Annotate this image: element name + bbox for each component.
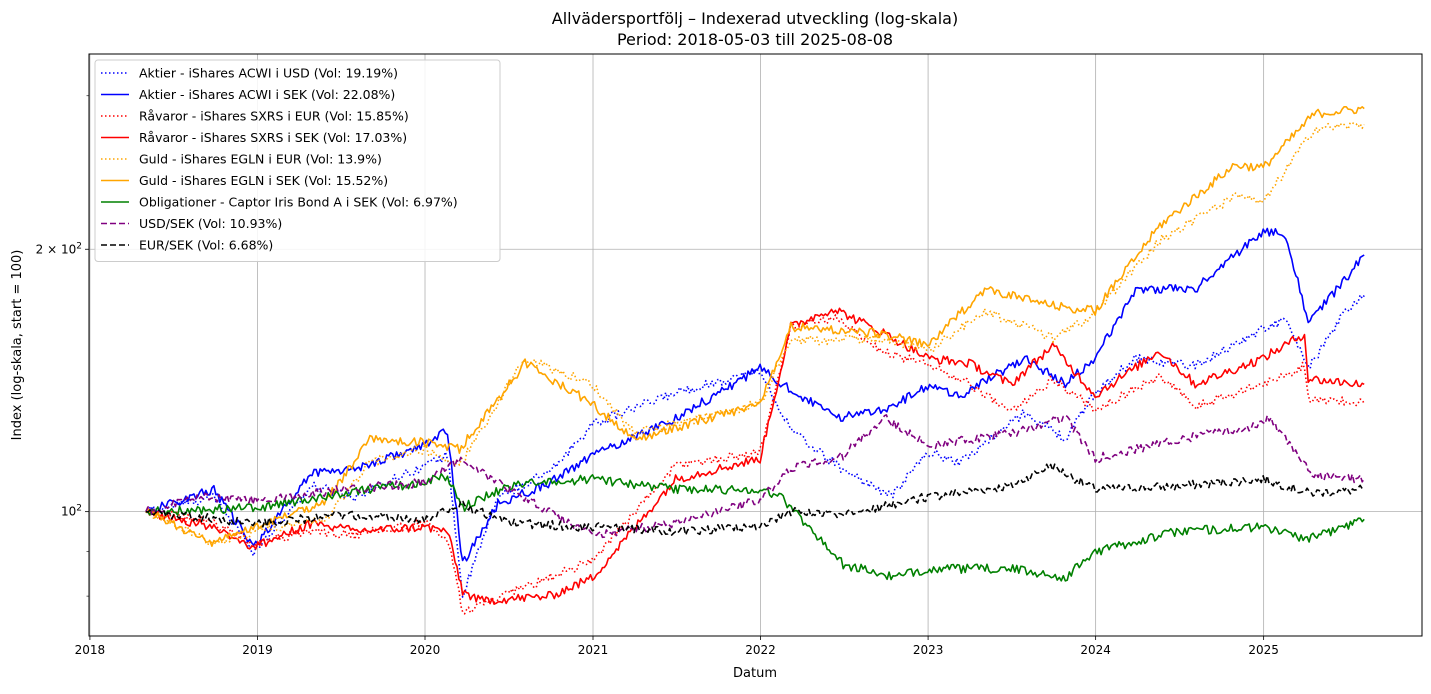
x-tick-label: 2021 [578, 643, 609, 657]
x-tick-label: 2019 [242, 643, 273, 657]
plot-frame [88, 53, 1423, 637]
legend-label-2: Råvaror - iShares SXRS i EUR (Vol: 15.85… [139, 109, 409, 124]
series-line-6 [145, 472, 1365, 582]
x-tick-label: 2024 [1080, 643, 1111, 657]
y-tick-label: 102 [61, 504, 82, 519]
y-tick-label: 2 × 102 [36, 241, 82, 256]
legend-label-8: EUR/SEK (Vol: 6.68%) [139, 238, 273, 253]
chart-subtitle: Period: 2018-05-03 till 2025-08-08 [617, 30, 893, 49]
axes: 2018 2019 2020 2021 2022 2023 2024 2025 102 2 × 1… [36, 95, 1279, 657]
legend-label-0: Aktier - iShares ACWI i USD (Vol: 19.19%… [139, 66, 398, 81]
legend-label-7: USD/SEK (Vol: 10.93%) [139, 216, 282, 231]
legend-label-4: Guld - iShares EGLN i EUR (Vol: 13.9%) [139, 152, 382, 167]
legend-label-6: Obligationer - Captor Iris Bond A i SEK … [139, 195, 458, 210]
legend-box [94, 59, 501, 262]
series-line-3 [145, 307, 1365, 605]
chart-title: Allvädersportfölj – Indexerad utveckling… [552, 9, 958, 28]
x-tick-label: 2020 [410, 643, 441, 657]
legend-label-5: Guld - iShares EGLN i SEK (Vol: 15.52%) [139, 173, 388, 188]
x-tick-label: 2018 [75, 643, 106, 657]
series-line-7 [145, 414, 1365, 539]
series-line-8 [145, 463, 1365, 536]
legend-label-3: Råvaror - iShares SXRS i SEK (Vol: 17.03… [139, 130, 407, 145]
x-tick-label: 2022 [745, 643, 776, 657]
series-line-5 [145, 106, 1365, 547]
x-tick-label: 2025 [1248, 643, 1279, 657]
series-line-2 [145, 314, 1365, 615]
series-layer [145, 106, 1365, 615]
legend: Aktier - iShares ACWI i USD (Vol: 19.19%… [94, 59, 501, 262]
series-line-0 [145, 294, 1365, 598]
x-axis-label: Datum [733, 666, 777, 681]
y-axis-label: Index (log-skala, start = 100) [10, 250, 25, 441]
series-line-1 [145, 227, 1365, 562]
legend-label-1: Aktier - iShares ACWI i SEK (Vol: 22.08%… [139, 87, 395, 102]
x-tick-label: 2023 [913, 643, 944, 657]
